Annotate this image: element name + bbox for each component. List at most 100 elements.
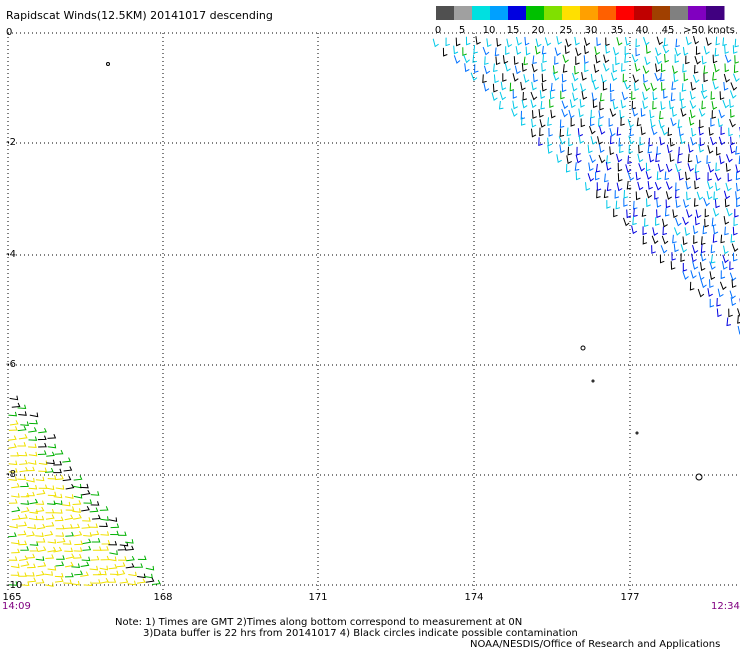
wind-barb [714, 199, 720, 209]
wind-barb [8, 435, 17, 441]
wind-barb [693, 35, 700, 45]
wind-barb [568, 109, 575, 119]
wind-barb [90, 555, 100, 561]
wind-barb [26, 571, 35, 577]
colorbar-swatch [634, 6, 653, 20]
wind-speed-colorbar: 0 5 10 15 20 25 30 35 40 45 >50 knots [435, 6, 736, 36]
wind-barb [63, 579, 72, 584]
wind-barb [733, 217, 738, 227]
wind-barb [464, 63, 470, 73]
wind-barb [645, 162, 651, 172]
wind-barb [483, 65, 491, 75]
wind-barb [651, 245, 656, 254]
wind-barb [668, 100, 675, 110]
wind-barb [665, 181, 673, 190]
wind-barb [463, 54, 470, 64]
wind-barb [55, 532, 65, 537]
wind-barb [716, 308, 722, 318]
colorbar-label: 35 [610, 25, 624, 36]
wind-barb [682, 271, 689, 280]
wind-barb [11, 514, 21, 521]
wind-barb [731, 243, 739, 253]
wind-barb [709, 261, 716, 270]
wind-barb [731, 279, 737, 289]
wind-barb [734, 55, 740, 64]
wind-barb [29, 509, 39, 514]
wind-barb [99, 522, 108, 528]
wind-barb [737, 315, 740, 324]
wind-barb [8, 426, 18, 431]
wind-barb [730, 297, 737, 306]
wind-barb [638, 144, 643, 154]
wind-barb [581, 72, 587, 81]
wind-barb [91, 538, 101, 543]
wind-barb [54, 500, 63, 506]
wind-barb [134, 563, 144, 568]
wind-barb [685, 171, 691, 181]
wind-barb [520, 110, 526, 120]
wind-barb [74, 540, 84, 546]
wind-barb [62, 475, 72, 482]
colorbar-label: 25 [559, 25, 573, 36]
wind-barb [562, 64, 568, 73]
wind-barb [698, 126, 704, 136]
wind-barb [28, 443, 37, 448]
wind-barb [701, 55, 707, 65]
wind-barb [567, 146, 573, 156]
wind-barb [9, 523, 18, 529]
wind-barb [672, 234, 677, 244]
wind-barb [483, 82, 490, 92]
wind-barb [675, 182, 680, 192]
wind-barb [691, 253, 697, 263]
wind-barb [655, 63, 661, 73]
wind-barb [8, 499, 18, 504]
wind-barb [504, 63, 511, 72]
wind-barb [632, 107, 639, 117]
wind-barb [654, 72, 662, 82]
colorbar-label: 30 [584, 25, 598, 36]
wind-barb [8, 476, 18, 481]
wind-barb [692, 74, 700, 84]
wind-barb [735, 191, 740, 201]
wind-barb [38, 460, 48, 466]
wind-barb [704, 208, 710, 218]
wind-barb [703, 46, 710, 55]
wind-barb [496, 38, 502, 47]
colorbar-swatch [598, 6, 617, 20]
island-marker [635, 431, 639, 435]
wind-barb [36, 489, 46, 495]
wind-barb [715, 182, 721, 192]
wind-barb [584, 37, 591, 47]
wind-barb [730, 234, 736, 243]
wind-barb [522, 91, 528, 101]
wind-barb [26, 466, 35, 472]
wind-barb [720, 270, 726, 280]
wind-barb [688, 144, 694, 153]
wind-barb [660, 72, 665, 82]
wind-barb [709, 279, 714, 289]
wind-barb [73, 493, 83, 499]
wind-barb [29, 419, 38, 425]
wind-barb [665, 199, 671, 209]
wind-barb [81, 556, 91, 562]
wind-barb [26, 477, 35, 483]
wind-barb [36, 523, 46, 530]
wind-barb [20, 561, 30, 567]
wind-barb [81, 505, 90, 512]
wind-barb [54, 572, 64, 578]
time-right: 12:34 [711, 601, 740, 612]
colorbar-swatch [490, 6, 509, 20]
wind-barb [603, 63, 610, 72]
wind-barb [633, 208, 638, 218]
wind-barb [622, 73, 628, 83]
wind-barb [92, 579, 101, 584]
wind-barb [53, 460, 62, 466]
wind-barb [569, 99, 576, 109]
wind-barb [54, 577, 64, 583]
wind-barb [716, 297, 721, 307]
wind-barb [652, 227, 659, 236]
wind-barb [735, 146, 740, 155]
wind-barb [617, 162, 623, 172]
wind-barb [661, 63, 666, 73]
